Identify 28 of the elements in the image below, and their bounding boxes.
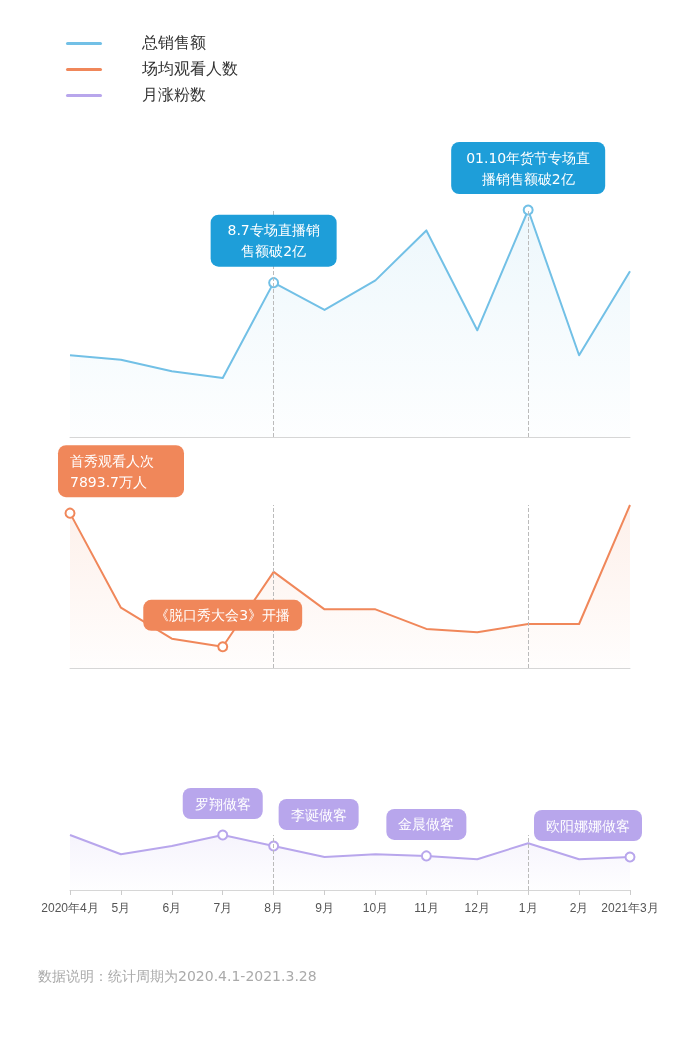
annotation: 首秀观看人次7893.7万人 (70, 452, 154, 490)
point (268, 840, 280, 852)
x-tick-label: 11月 (414, 901, 439, 915)
point (420, 850, 432, 862)
x-tick-label: 2021年3月 (601, 901, 659, 915)
annotation: 罗翔做客 (194, 795, 251, 812)
x-tick-label: 2月 (569, 901, 589, 915)
x-tick-label: 12月 (464, 901, 490, 915)
x-tick-label: 7月 (213, 901, 233, 915)
annotation: 李诞做客 (290, 806, 347, 823)
x-tick-label: 10月 (362, 901, 389, 915)
annotation: 《脱口秀大会3》开播 (155, 607, 291, 624)
text: 总销售额 (141, 31, 207, 54)
text: 场均观看人数 (141, 57, 238, 80)
x-tick-label: 2020年4月 (41, 901, 99, 915)
annotation: 01.10年货节专场直播销售额破2亿 (466, 149, 591, 187)
annotation: 金晨做客 (398, 816, 455, 833)
text: 数据说明：统计周期为2020.4.1-2021.3.28 (38, 967, 317, 986)
x-tick-label: 1月 (518, 901, 538, 915)
x-tick-label: 9月 (315, 901, 334, 915)
x-tick-label: 5月 (111, 901, 131, 915)
point (217, 829, 229, 841)
point (624, 851, 636, 863)
text: 月涨粉数 (141, 83, 207, 106)
annotation: 8.7专场直播销售额破2亿 (227, 222, 320, 260)
x-tick-label: 6月 (162, 901, 182, 915)
annotation: 欧阳娜娜做客 (546, 817, 630, 834)
x-tick-label: 8月 (264, 901, 283, 915)
